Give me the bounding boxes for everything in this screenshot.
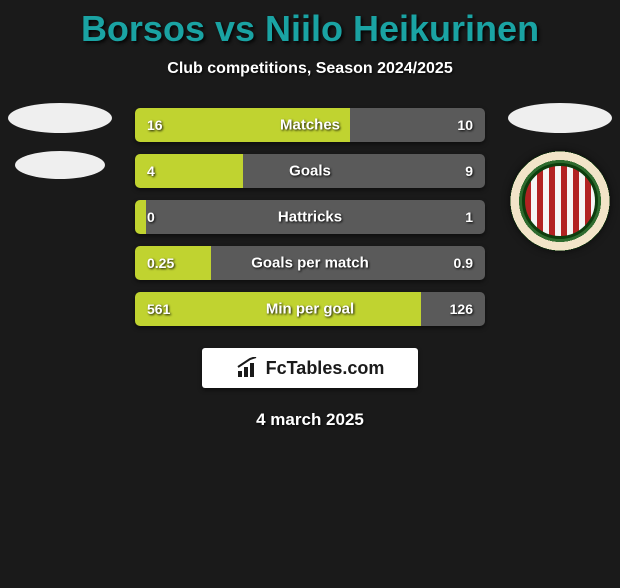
avatar-placeholder-icon xyxy=(508,103,612,133)
avatar-row xyxy=(0,103,620,251)
club-logo-icon xyxy=(510,151,610,251)
player-left-avatar xyxy=(8,103,112,251)
stat-label: Goals per match xyxy=(251,255,369,272)
club-placeholder-icon xyxy=(15,151,105,179)
stat-row: Goals per match 0.25 0.9 xyxy=(135,246,485,280)
stat-label: Min per goal xyxy=(266,301,354,318)
stat-value-left: 0.25 xyxy=(147,255,174,271)
page-title: Borsos vs Niilo Heikurinen xyxy=(0,8,620,50)
branding-badge: FcTables.com xyxy=(202,348,418,388)
stat-value-right: 0.9 xyxy=(454,255,473,271)
branding-text: FcTables.com xyxy=(266,358,385,379)
comparison-panel: Matches1610Goals49Hattricks01Goals per m… xyxy=(0,108,620,326)
date-label: 4 march 2025 xyxy=(0,410,620,430)
stat-value-right: 126 xyxy=(450,301,473,317)
player-right-avatar xyxy=(508,103,612,251)
stat-row: Min per goal 561 126 xyxy=(135,292,485,326)
bar-chart-icon xyxy=(236,357,260,379)
stat-value-left: 561 xyxy=(147,301,170,317)
avatar-placeholder-icon xyxy=(8,103,112,133)
subtitle: Club competitions, Season 2024/2025 xyxy=(0,60,620,78)
